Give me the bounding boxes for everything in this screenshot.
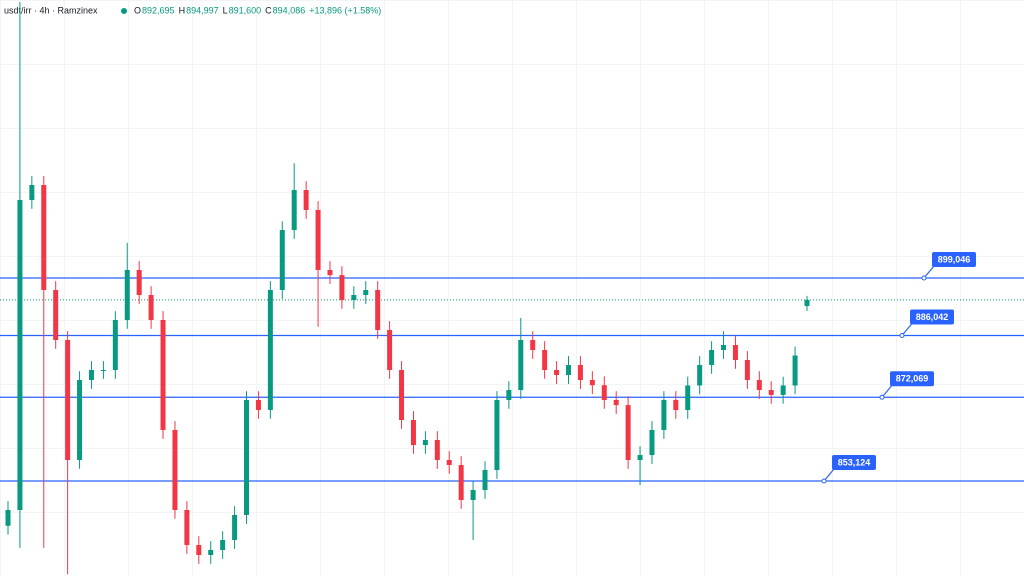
candle-body [279,230,285,291]
ohlc-value: 892,695 [142,5,175,15]
candle-body [482,470,488,491]
ohlc-value: 894,997 [186,5,219,15]
ohlc-key: C [265,5,272,15]
candle-body [267,290,273,410]
candle-body [780,385,786,395]
candle-body [768,390,774,395]
candle-body [458,464,464,501]
level-badge [832,455,876,471]
candle-body [160,319,166,430]
level-badge [890,371,934,387]
candle-body [5,509,11,526]
candle-body [530,340,536,351]
candle-body [100,369,106,371]
candle-body [244,400,250,515]
candle-body [375,290,381,331]
candle-body [518,340,524,391]
candle-body [65,340,71,460]
candle-body [220,540,226,551]
level-label: 899,046 [938,254,971,264]
candle-body [589,380,595,386]
ohlc-value: 891,600 [229,5,262,15]
candle-body [756,380,762,391]
candle-body [29,185,35,201]
level-connector [823,468,835,482]
candle-body [721,345,727,351]
candle-body [673,400,679,410]
symbol: usdt/irr · 4h · Ramzinex [4,5,98,15]
candle-body [363,290,369,296]
candle-body [410,419,416,446]
ohlc-change: +13,896 (+1.58%) [309,5,381,15]
status-dot [121,8,127,14]
level-badge [910,309,954,325]
candle-body [88,369,94,381]
candle-body [291,190,297,231]
candle-body [494,400,500,471]
candle-body [315,209,321,270]
candle-body [542,350,548,370]
candle-body [124,269,130,320]
level-anchor [921,275,927,281]
level-anchor [821,478,827,484]
candle-body [637,455,643,460]
candle-body [434,440,440,460]
candle-body [565,364,571,376]
candle-body [709,350,715,365]
candle-body [792,355,798,386]
candle-body [53,290,59,341]
candle-body [744,359,750,381]
candle-body [339,275,345,301]
candle-body [601,385,607,401]
candle-body [172,429,178,510]
candle-body [697,364,703,386]
candle-body [196,545,202,556]
candle-body [661,400,667,430]
level-label: 886,042 [916,312,949,322]
level-connector [923,265,935,279]
candle-body [554,369,560,376]
candle-body [446,459,452,465]
ohlc-value: 894,086 [273,5,306,15]
ohlc-legend: O 892,695 H 894,997 L 891,600 C 894,086 +13,896 … [134,5,381,15]
candle-body [208,550,214,556]
candle-body [17,200,23,510]
candle-body [506,390,512,401]
candle-body [685,385,691,410]
candle-body [422,440,428,446]
candle-body [387,330,393,370]
ohlc-key: O [134,5,141,15]
candle-body [255,400,261,410]
candle-body [613,400,619,406]
level-connector [881,384,893,398]
level-anchor [879,394,885,400]
candle-body [112,319,118,370]
candle-body [148,295,154,320]
ohlc-key: L [223,5,228,15]
level-badge [932,252,976,268]
candle-body [577,364,583,381]
candle-body [732,345,738,360]
candle-body [351,295,357,301]
candle-body [41,185,47,291]
candle-body [649,429,655,456]
candle-body [625,405,631,460]
candle-body [232,514,238,541]
level-label: 853,124 [838,457,871,467]
level-connector [901,323,913,336]
candle-body [303,190,309,210]
level-label: 872,069 [896,374,929,384]
candle-body [399,369,405,420]
candle-body [184,509,190,546]
ohlc-key: H [179,5,186,15]
candle-body [327,269,333,276]
candle-body [77,380,83,460]
candle-body [470,490,476,501]
candle-body [136,269,142,296]
level-anchor [899,332,905,338]
candle-body [804,299,810,307]
